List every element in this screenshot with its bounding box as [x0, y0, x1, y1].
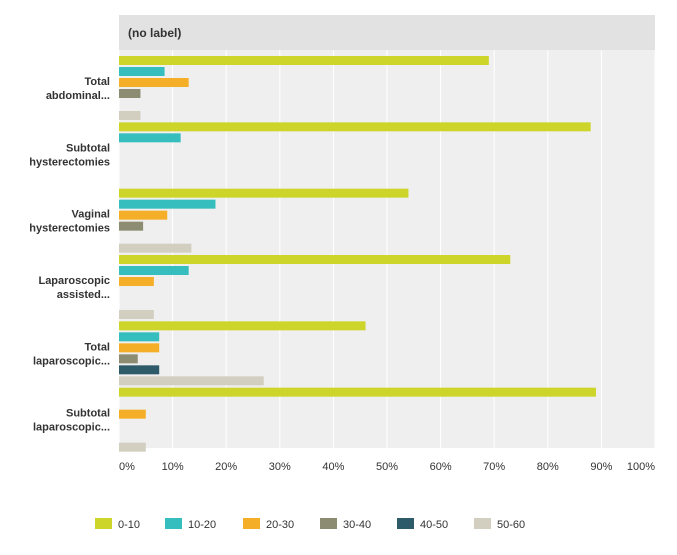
category-label: assisted...	[57, 289, 110, 301]
bar-50-60-2	[119, 243, 192, 253]
x-tick-label: 0%	[119, 461, 135, 473]
x-tick-label: 90%	[590, 461, 612, 473]
x-tick-label: 80%	[537, 461, 559, 473]
legend-label-0-10: 0-10	[118, 519, 140, 531]
legend-swatch-50-60	[474, 518, 491, 529]
x-tick-label: 20%	[215, 461, 237, 473]
x-tick-label: 50%	[376, 461, 398, 473]
legend-label-30-40: 30-40	[343, 519, 371, 531]
bar-10-20-4	[119, 332, 160, 342]
category-label: hysterectomies	[29, 223, 110, 235]
category-label: Laparoscopic	[38, 275, 110, 287]
x-tick-label: 60%	[430, 461, 452, 473]
x-tick-label: 10%	[162, 461, 184, 473]
category-label: Subtotal	[66, 408, 110, 420]
header-label: (no label)	[128, 26, 181, 40]
bar-30-40-0	[119, 89, 141, 98]
x-tick-label: 100%	[627, 461, 655, 473]
bar-0-10-3	[119, 255, 511, 264]
bar-40-50-4	[119, 365, 160, 375]
category-label: abdominal...	[46, 90, 110, 102]
bar-30-40-4	[119, 354, 138, 364]
bar-50-60-0	[119, 111, 141, 120]
bar-0-10-4	[119, 321, 366, 331]
bar-10-20-2	[119, 199, 216, 209]
category-label: laparoscopic...	[33, 422, 110, 434]
category-label: laparoscopic...	[33, 355, 110, 367]
bar-0-10-2	[119, 188, 409, 198]
legend-swatch-40-50	[397, 518, 414, 529]
x-tick-label: 30%	[269, 461, 291, 473]
bar-10-20-0	[119, 67, 165, 76]
category-label: Total	[85, 76, 110, 88]
bar-0-10-0	[119, 56, 489, 65]
bar-20-30-0	[119, 78, 189, 87]
legend-label-10-20: 10-20	[188, 519, 216, 531]
category-label: hysterectomies	[29, 156, 110, 168]
bar-0-10-1	[119, 122, 591, 132]
x-tick-label: 40%	[322, 461, 344, 473]
bar-0-10-5	[119, 387, 597, 397]
bar-20-30-2	[119, 210, 168, 220]
bar-20-30-3	[119, 277, 154, 286]
header-band	[119, 15, 655, 50]
legend-swatch-10-20	[165, 518, 182, 529]
bar-20-30-4	[119, 343, 160, 353]
bar-50-60-5	[119, 442, 146, 452]
bar-10-20-1	[119, 133, 181, 143]
bar-50-60-3	[119, 310, 154, 319]
category-label: Vaginal	[71, 209, 110, 221]
legend-swatch-20-30	[243, 518, 260, 529]
bar-20-30-5	[119, 409, 146, 419]
category-label: Total	[85, 341, 110, 353]
bar-50-60-4	[119, 376, 264, 386]
category-label: Subtotal	[66, 142, 110, 154]
legend-label-20-30: 20-30	[266, 519, 294, 531]
bar-30-40-2	[119, 221, 144, 231]
x-tick-label: 70%	[483, 461, 505, 473]
legend-label-40-50: 40-50	[420, 519, 448, 531]
legend-swatch-30-40	[320, 518, 337, 529]
legend-swatch-0-10	[95, 518, 112, 529]
legend-label-50-60: 50-60	[497, 519, 525, 531]
bar-10-20-3	[119, 266, 189, 275]
